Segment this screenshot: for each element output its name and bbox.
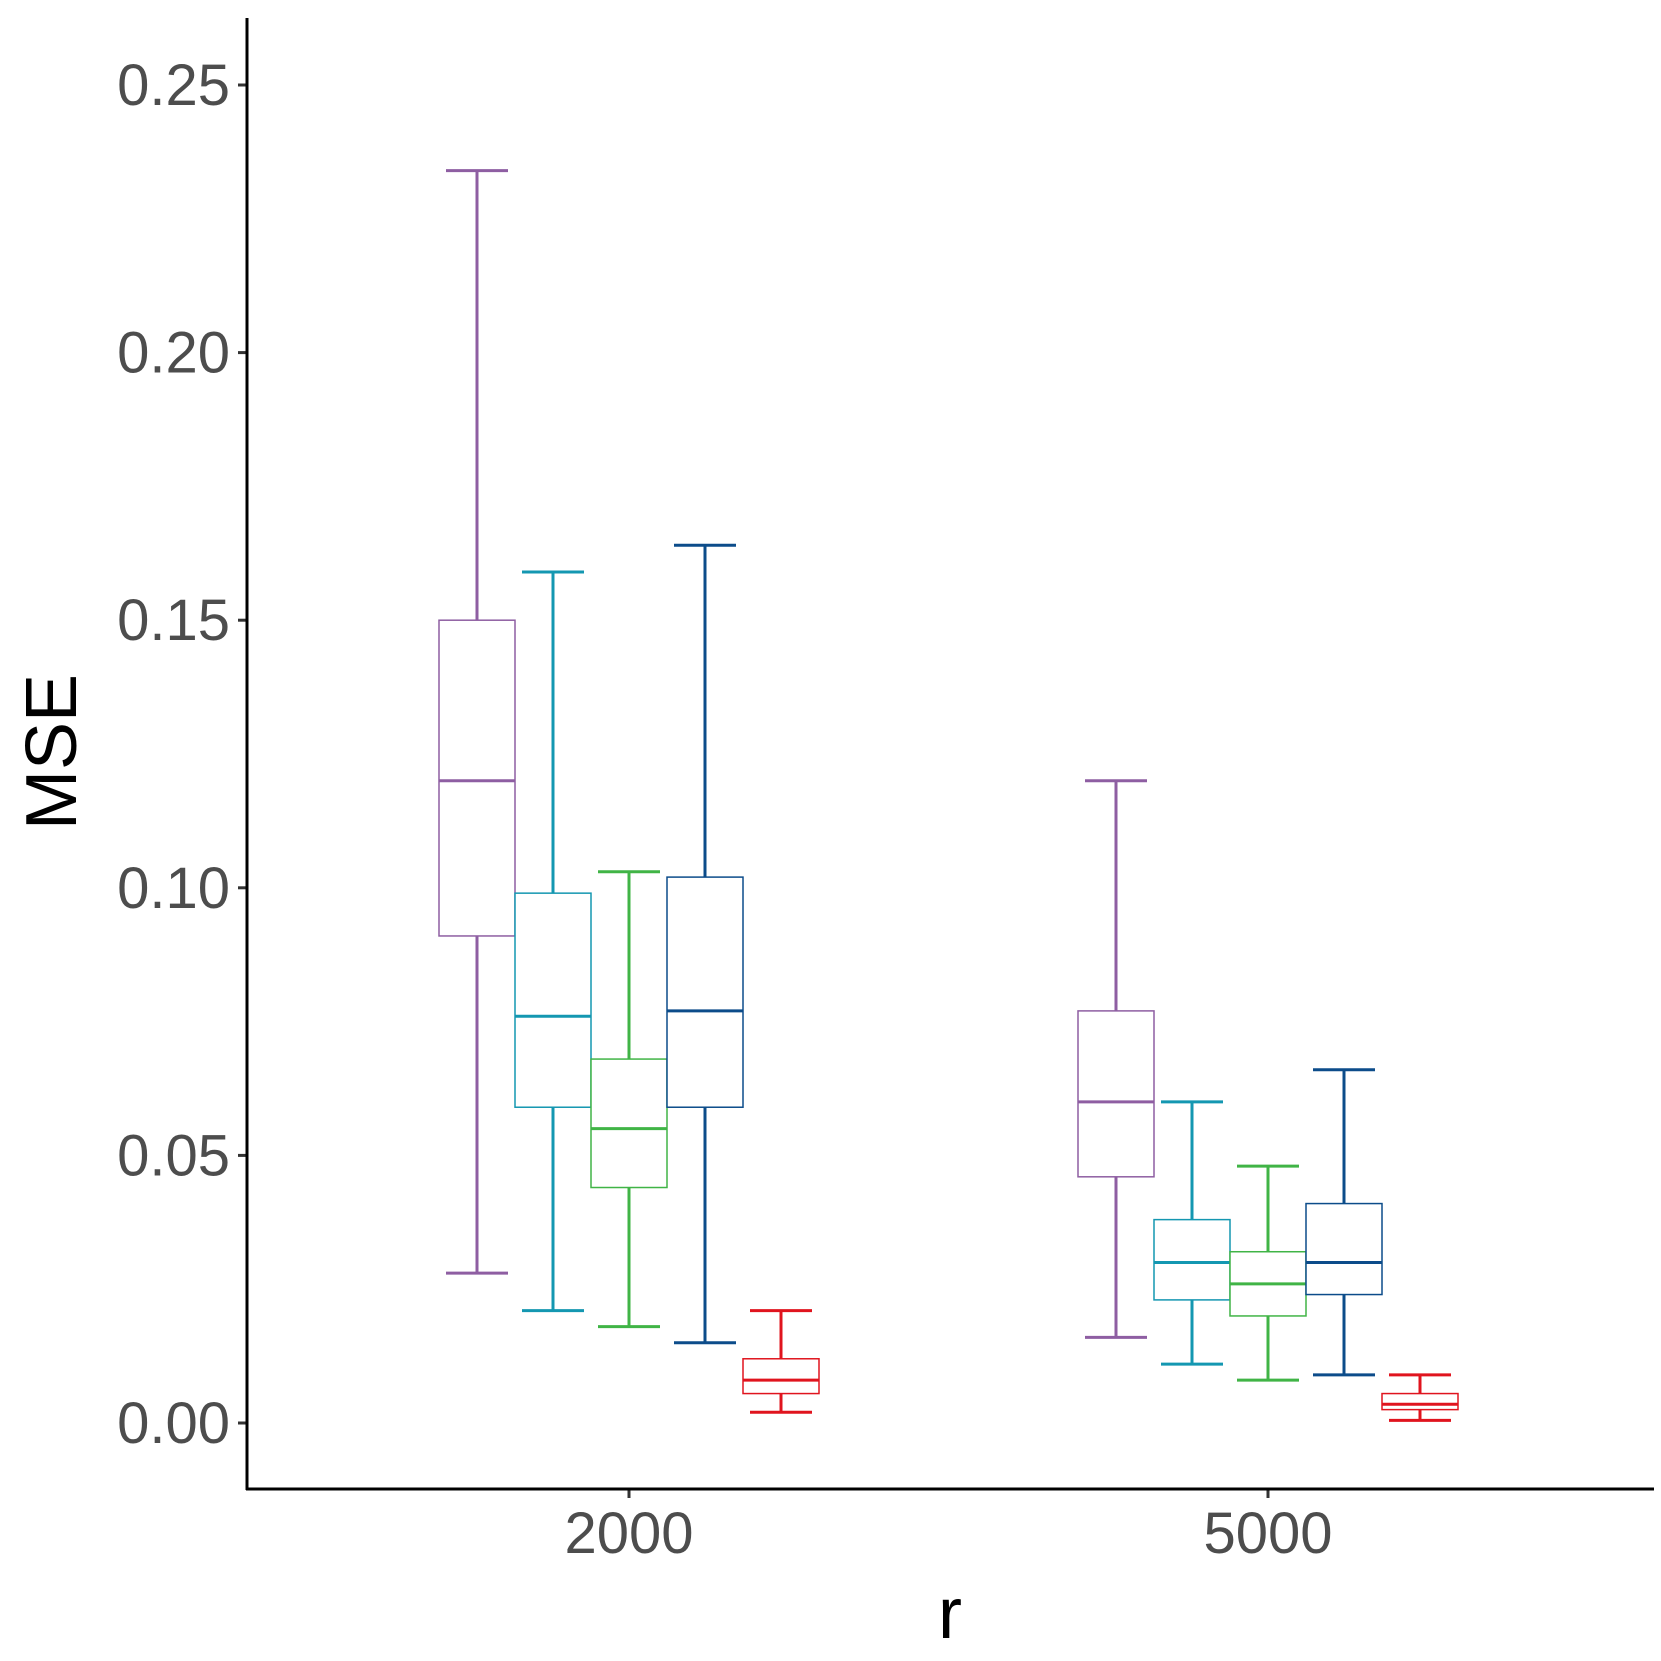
box-iqr	[742, 1358, 820, 1395]
box-iqr	[1077, 1010, 1155, 1178]
box-iqr	[1305, 1202, 1383, 1296]
y-axis-ticks: 0.00 0.05 0.10 0.15 0.20 0.25	[117, 53, 247, 1456]
box-plot	[590, 870, 668, 1329]
box-plot	[742, 1309, 820, 1414]
y-tick-label: 0.00	[117, 1391, 230, 1456]
y-tick-label: 0.20	[117, 321, 230, 386]
y-tick-label: 0.10	[117, 856, 230, 921]
box-plot	[1305, 1068, 1383, 1377]
box-iqr	[666, 876, 744, 1108]
y-axis-title: MSE	[12, 674, 92, 830]
box-iqr	[1153, 1218, 1231, 1301]
box-plot	[1153, 1100, 1231, 1366]
box-iqr	[514, 892, 592, 1108]
box-iqr	[1381, 1392, 1459, 1411]
box-plot	[1381, 1373, 1459, 1422]
x-tick-label: 2000	[564, 1501, 693, 1566]
box-plot	[438, 169, 516, 1275]
box-plot	[666, 543, 744, 1345]
box-plot	[514, 570, 592, 1313]
x-tick-label: 5000	[1203, 1501, 1332, 1566]
y-tick-label: 0.25	[117, 53, 230, 118]
box-plot	[1229, 1164, 1307, 1382]
box-plots	[438, 169, 1459, 1422]
y-tick-label: 0.05	[117, 1123, 230, 1188]
x-axis-title: r	[938, 1574, 962, 1654]
box-iqr	[590, 1058, 668, 1189]
y-tick-label: 0.15	[117, 588, 230, 653]
x-axis-ticks: 2000 5000	[564, 1489, 1333, 1566]
box-iqr	[438, 619, 516, 937]
box-plot	[1077, 779, 1155, 1339]
